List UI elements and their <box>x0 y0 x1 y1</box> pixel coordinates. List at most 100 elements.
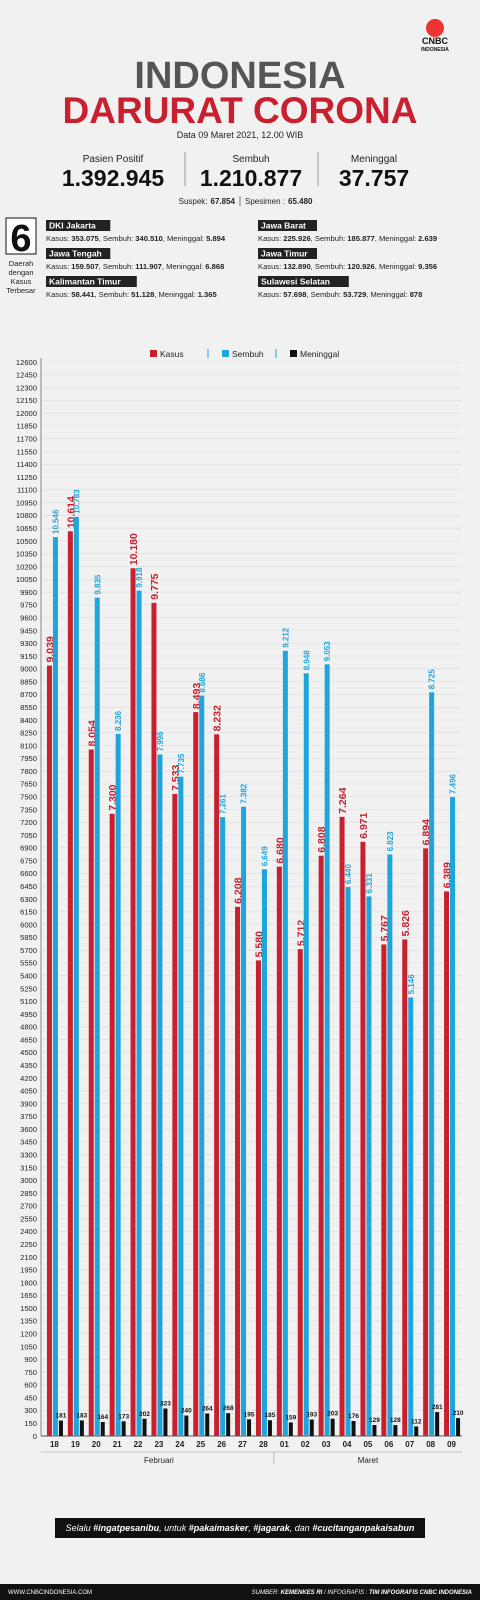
y-tick-label: 5700 <box>20 946 37 955</box>
x-tick-label: 23 <box>154 1440 163 1449</box>
extra-stat: Suspek: 67.854 <box>179 197 236 206</box>
value-label: 7.496 <box>449 773 458 794</box>
stat-value: 353.075 <box>71 234 99 243</box>
value-label: 181 <box>56 1413 67 1420</box>
value-label: 6.823 <box>386 831 395 852</box>
stat-value: 6.868 <box>205 262 224 271</box>
bar <box>450 797 456 1436</box>
bar <box>456 1418 461 1436</box>
value-label: 185 <box>265 1412 276 1419</box>
stat-label: Meninggal <box>351 154 397 165</box>
region-name: Jawa Timur <box>261 249 308 259</box>
bar <box>261 869 267 1436</box>
bar <box>157 754 163 1436</box>
stat-value: 2.639 <box>418 234 437 243</box>
stat-label: Kasus: <box>46 262 69 271</box>
y-tick-label: 11100 <box>17 486 37 495</box>
x-tick-label: 08 <box>426 1440 435 1449</box>
value-label: 183 <box>76 1412 87 1419</box>
bar <box>79 1420 84 1436</box>
bar <box>297 949 303 1436</box>
bar <box>88 749 94 1436</box>
chart: Kasus Sembuh Meninggal 0 150 300 450 600 750 900 1… <box>16 349 464 1465</box>
slogan-part: , <box>248 1523 253 1533</box>
x-tick-label: 03 <box>322 1440 331 1449</box>
x-tick-label: 27 <box>238 1440 247 1449</box>
legend-label: Kasus <box>160 349 184 359</box>
source-name: KEMENKES RI <box>281 1590 323 1596</box>
y-tick-label: 4350 <box>20 1061 37 1070</box>
x-tick-label: 25 <box>196 1440 205 1449</box>
y-tick-label: 1650 <box>20 1291 37 1300</box>
stat-label: , Meninggal: <box>375 234 416 243</box>
value-label: 7.382 <box>240 783 249 804</box>
y-tick-label: 7050 <box>20 831 37 840</box>
bar <box>172 793 178 1436</box>
value-label: 203 <box>327 1411 338 1418</box>
x-tick-label: 06 <box>384 1440 393 1449</box>
extra-stat: Spesimen :65.480 <box>245 197 313 206</box>
stat-value: 132.890 <box>283 262 310 271</box>
bar <box>136 590 142 1436</box>
stat-label: , Meninggal: <box>162 262 203 271</box>
y-tick-label: 10200 <box>16 562 37 571</box>
stat-value: 57.698 <box>283 290 306 299</box>
credit-label: / INFOGRAFIS : <box>322 1590 369 1596</box>
value-label: 264 <box>202 1405 213 1412</box>
bar <box>435 1412 440 1436</box>
y-tick-label: 5850 <box>20 933 37 942</box>
value-label: 202 <box>139 1411 150 1418</box>
y-tick-label: 6000 <box>20 920 37 929</box>
y-tick-label: 3900 <box>20 1099 37 1108</box>
y-tick-label: 4050 <box>20 1087 37 1096</box>
region-name: Jawa Tengah <box>49 249 102 259</box>
y-tick-label: 8700 <box>20 690 37 699</box>
bar <box>100 1422 105 1436</box>
region-caption: Kasus <box>11 277 32 286</box>
bar <box>282 650 288 1436</box>
site: WWW.CNBCINDONESIA.COM <box>8 1590 92 1596</box>
bar <box>184 1415 189 1436</box>
y-tick-label: 750 <box>24 1368 37 1377</box>
value-label: 8.236 <box>114 710 123 731</box>
stat-value: 1.392.945 <box>62 165 165 191</box>
bar <box>52 537 58 1436</box>
y-tick-label: 12150 <box>16 396 37 405</box>
y-tick-label: 1800 <box>20 1278 37 1287</box>
stat-label: Kasus: <box>258 262 281 271</box>
logo-sub: INDONESIA <box>421 47 449 53</box>
bar <box>414 1426 419 1436</box>
value-label: 5.146 <box>407 974 416 995</box>
bar <box>255 960 261 1436</box>
stat-value: 53.729 <box>343 290 366 299</box>
stat-label: , Sembuh: <box>94 290 129 299</box>
value-label: 210 <box>453 1410 464 1417</box>
region-stats: Kasus: 353.075, Sembuh: 340.510, Meninggal… <box>46 234 226 243</box>
bar <box>318 855 324 1436</box>
region-name: Kalimantan Timur <box>49 277 121 287</box>
y-tick-label: 6150 <box>20 908 37 917</box>
credit-name: TIM INFOGRAFIS CNBC INDONESIA <box>369 1590 472 1596</box>
stat-label: Sembuh <box>232 154 269 165</box>
stat-label: , Sembuh: <box>99 262 134 271</box>
value-label: 10.180 <box>128 533 140 565</box>
legend-swatch <box>150 350 157 357</box>
y-tick-label: 3300 <box>20 1151 37 1160</box>
logo: CNBC INDONESIA <box>421 19 449 53</box>
y-tick-label: 5550 <box>20 959 37 968</box>
slogan-part: #pakaimasker <box>189 1523 249 1533</box>
stat-label: , Sembuh: <box>99 234 134 243</box>
value-label: 9.053 <box>323 641 332 662</box>
x-tick-label: 02 <box>301 1440 310 1449</box>
x-tick-label: 07 <box>405 1440 414 1449</box>
value-label: 10.783 <box>72 489 81 514</box>
slogan: Selalu #ingatpesanibu, untuk #pakaimaske… <box>66 1523 415 1533</box>
count-box <box>5 217 37 255</box>
bar <box>429 692 435 1436</box>
y-tick-label: 2850 <box>20 1189 37 1198</box>
y-tick-label: 7350 <box>20 805 37 814</box>
bar <box>423 848 429 1436</box>
y-tick-label: 9450 <box>20 626 37 635</box>
region-name: DKI Jakarta <box>49 221 96 231</box>
